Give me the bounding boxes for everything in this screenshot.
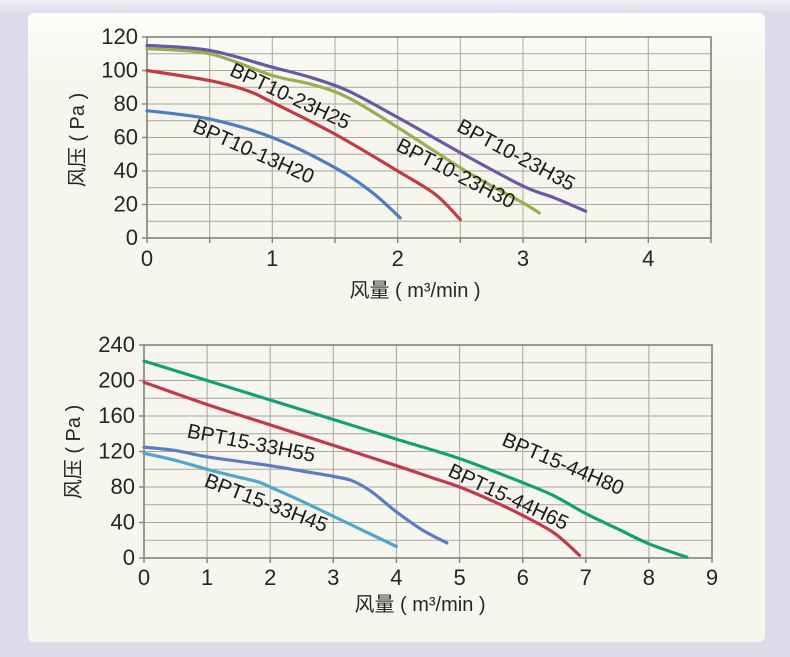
- chart-card: [28, 13, 765, 642]
